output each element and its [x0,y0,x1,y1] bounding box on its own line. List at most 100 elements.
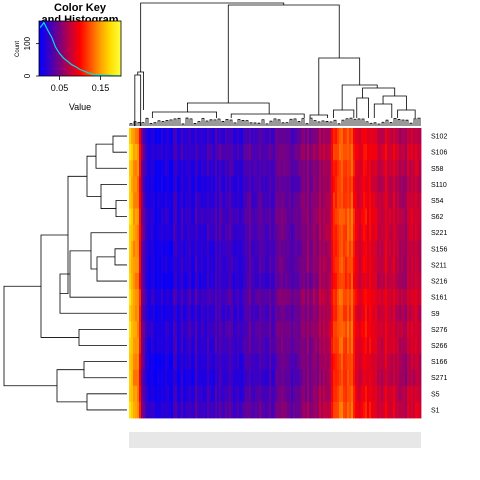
heatmap-cell [165,289,168,306]
heatmap-cell [369,208,372,226]
heatmap-cell [385,192,388,209]
heatmap-cell [409,321,412,338]
heatmap-cell [387,176,390,193]
heatmap-cell [355,385,358,403]
heatmap-cell [279,160,282,177]
heatmap-cell [147,337,150,354]
heatmap-cell [207,353,210,371]
heatmap-cell [373,144,376,161]
heatmap-cell [131,401,134,419]
heatmap-cell [403,273,406,290]
heatmap-cell [279,337,282,354]
heatmap-cell [231,337,234,354]
heatmap-cell [413,289,416,306]
heatmap-cell [313,353,316,371]
heatmap-cell [167,401,170,419]
heatmap-cell [219,337,222,354]
heatmap-cell [263,240,266,258]
heatmap-cell [395,289,398,306]
heatmap-cell [131,192,134,209]
heatmap-cell [417,128,420,145]
heatmap-cell [237,176,240,193]
heatmap-cell [137,321,140,338]
heatmap-cell [355,369,358,387]
heatmap-cell [387,353,390,371]
heatmap-cell [311,256,314,274]
heatmap-cell [167,208,170,226]
heatmap-cell [323,208,326,226]
heatmap-cell [383,305,386,322]
heatmap-cell [233,385,236,403]
heatmap-cell [315,289,318,306]
heatmap-cell [375,273,378,290]
heatmap-cell [221,273,224,290]
heatmap-cell [203,144,206,161]
heatmap-cell [233,321,236,338]
heatmap-cell [231,273,234,290]
heatmap-cell [191,128,194,145]
heatmap-cell [413,160,416,177]
heatmap-cell [327,240,330,258]
heatmap-cell [313,224,316,242]
heatmap-cell [313,289,316,306]
heatmap-cell [331,256,334,274]
heatmap-cell [399,385,402,403]
heatmap-cell [323,321,326,338]
heatmap-cell [253,224,256,242]
heatmap-cell [271,224,274,242]
heatmap-cell [171,176,174,193]
heatmap-cell [267,385,270,403]
heatmap-cell [183,337,186,354]
heatmap-cell [269,128,272,145]
column-dendrogram-link [357,118,361,126]
heatmap-cell [291,144,294,161]
heatmap-cell [197,192,200,209]
heatmap-cell [329,256,332,274]
heatmap-cell [213,401,216,419]
heatmap-cell [353,273,356,290]
heatmap-cell [347,160,350,177]
heatmap-cell [235,305,238,322]
heatmap-cell [347,256,350,274]
heatmap-cell [303,160,306,177]
heatmap-cell [355,160,358,177]
heatmap-cell [371,144,374,161]
heatmap-cell [265,208,268,226]
heatmap-cell [141,160,144,177]
heatmap-cell [135,128,138,145]
heatmap-cell [381,369,384,387]
heatmap-cell [193,208,196,226]
heatmap-cell [325,289,328,306]
heatmap-cell [311,353,314,371]
heatmap-cell [225,401,228,419]
heatmap-cell [205,144,208,161]
heatmap-cell [371,401,374,419]
heatmap-cell [305,128,308,145]
heatmap-cell [147,240,150,258]
heatmap-cell [175,192,178,209]
heatmap-cell [161,401,164,419]
column-dendrogram-link [405,119,409,126]
heatmap-cell [201,289,204,306]
heatmap-cell [165,401,168,419]
heatmap-cell [369,273,372,290]
heatmap-cell [295,305,298,322]
heatmap-cell [307,192,310,209]
heatmap-cell [201,337,204,354]
heatmap-cell [145,321,148,338]
heatmap-cell [353,289,356,306]
heatmap-cell [167,273,170,290]
row-dendrogram-link [114,248,127,266]
heatmap-cell [245,224,248,242]
heatmap-cell [181,128,184,145]
heatmap-cell [361,160,364,177]
heatmap-cell [397,305,400,322]
heatmap-cell [309,256,312,274]
heatmap-cell [395,128,398,145]
heatmap-cell [351,289,354,306]
heatmap-cell [231,369,234,387]
heatmap-cell [171,208,174,226]
heatmap-cell [211,353,214,371]
heatmap-cell [179,321,182,338]
heatmap-cell [325,256,328,274]
